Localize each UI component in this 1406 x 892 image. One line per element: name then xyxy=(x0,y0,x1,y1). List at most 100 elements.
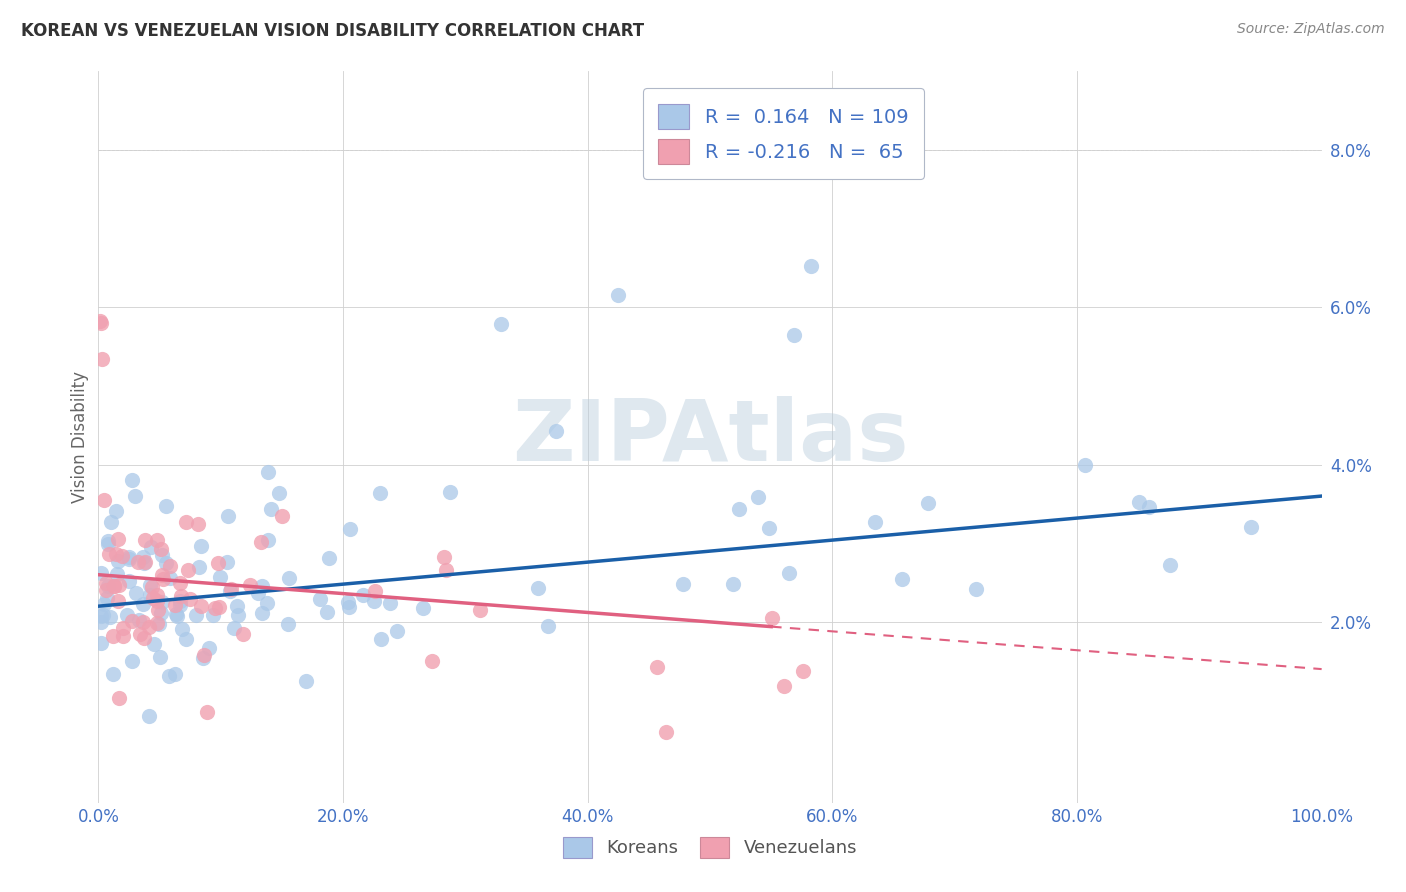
Point xyxy=(337,600,360,615)
Point xyxy=(270,508,292,523)
Point xyxy=(97,578,120,592)
Point xyxy=(246,586,269,600)
Point xyxy=(201,607,224,622)
Point xyxy=(138,620,160,634)
Point xyxy=(118,552,141,566)
Point xyxy=(139,588,162,602)
Point xyxy=(204,601,226,615)
Point xyxy=(98,610,121,624)
Point xyxy=(917,496,939,510)
Point xyxy=(112,622,135,636)
Point xyxy=(193,648,215,662)
Point xyxy=(184,607,207,622)
Point xyxy=(267,486,290,500)
Point xyxy=(187,516,209,531)
Point xyxy=(121,654,143,668)
Point xyxy=(256,596,278,610)
Point xyxy=(129,627,152,641)
Point xyxy=(139,578,162,592)
Point xyxy=(91,351,114,366)
Point xyxy=(124,490,146,504)
Point xyxy=(778,566,800,580)
Point xyxy=(134,556,156,570)
Point xyxy=(257,465,280,479)
Point xyxy=(191,650,214,665)
Point xyxy=(108,691,131,706)
Text: ZIPAtlas: ZIPAtlas xyxy=(512,395,908,479)
Point xyxy=(221,582,243,596)
Point xyxy=(217,509,239,524)
Y-axis label: Vision Disability: Vision Disability xyxy=(70,371,89,503)
Text: Source: ZipAtlas.com: Source: ZipAtlas.com xyxy=(1237,22,1385,37)
Point xyxy=(1159,558,1181,572)
Point xyxy=(132,549,155,564)
Point xyxy=(94,575,117,590)
Point xyxy=(124,586,146,600)
Point xyxy=(318,551,340,566)
Point xyxy=(217,555,239,569)
Point xyxy=(761,610,783,624)
Point xyxy=(1074,458,1097,472)
Point xyxy=(150,548,173,562)
Point xyxy=(260,502,283,516)
Point xyxy=(792,664,814,678)
Point xyxy=(232,627,254,641)
Legend: Koreans, Venezuelans: Koreans, Venezuelans xyxy=(554,828,866,867)
Point xyxy=(112,629,135,643)
Point xyxy=(278,571,301,585)
Point xyxy=(155,499,177,513)
Point xyxy=(90,609,112,624)
Point xyxy=(98,547,121,561)
Point xyxy=(134,555,156,569)
Point xyxy=(363,594,385,608)
Point xyxy=(177,563,200,577)
Point xyxy=(90,615,112,629)
Point xyxy=(149,542,172,557)
Point xyxy=(105,567,128,582)
Point xyxy=(773,679,796,693)
Point xyxy=(368,486,391,500)
Point xyxy=(537,619,560,633)
Point xyxy=(434,563,457,577)
Point xyxy=(647,660,669,674)
Point xyxy=(97,537,120,551)
Point xyxy=(93,608,115,623)
Point xyxy=(139,540,162,554)
Point xyxy=(544,424,567,438)
Point xyxy=(146,616,169,631)
Point xyxy=(250,606,273,620)
Point xyxy=(672,576,695,591)
Point xyxy=(107,593,129,607)
Point xyxy=(420,654,443,668)
Point xyxy=(364,584,387,599)
Point xyxy=(489,317,512,331)
Point xyxy=(101,666,124,681)
Point xyxy=(103,578,125,592)
Point xyxy=(747,490,769,504)
Point xyxy=(111,549,134,564)
Point xyxy=(149,649,172,664)
Point xyxy=(169,594,191,608)
Point xyxy=(134,533,156,547)
Point xyxy=(105,547,128,561)
Point xyxy=(208,599,231,614)
Point xyxy=(165,607,187,621)
Point xyxy=(163,667,186,681)
Point xyxy=(121,473,143,487)
Point xyxy=(1128,495,1150,509)
Point xyxy=(94,582,117,597)
Point xyxy=(165,599,187,613)
Point xyxy=(169,598,191,612)
Point xyxy=(93,597,115,611)
Point xyxy=(965,582,987,596)
Point xyxy=(150,606,173,620)
Point xyxy=(188,560,211,574)
Point xyxy=(197,641,219,656)
Point xyxy=(606,288,628,302)
Point xyxy=(783,327,806,342)
Point xyxy=(117,574,139,588)
Point xyxy=(166,608,188,623)
Point xyxy=(239,578,262,592)
Point xyxy=(89,314,111,328)
Point xyxy=(527,581,550,595)
